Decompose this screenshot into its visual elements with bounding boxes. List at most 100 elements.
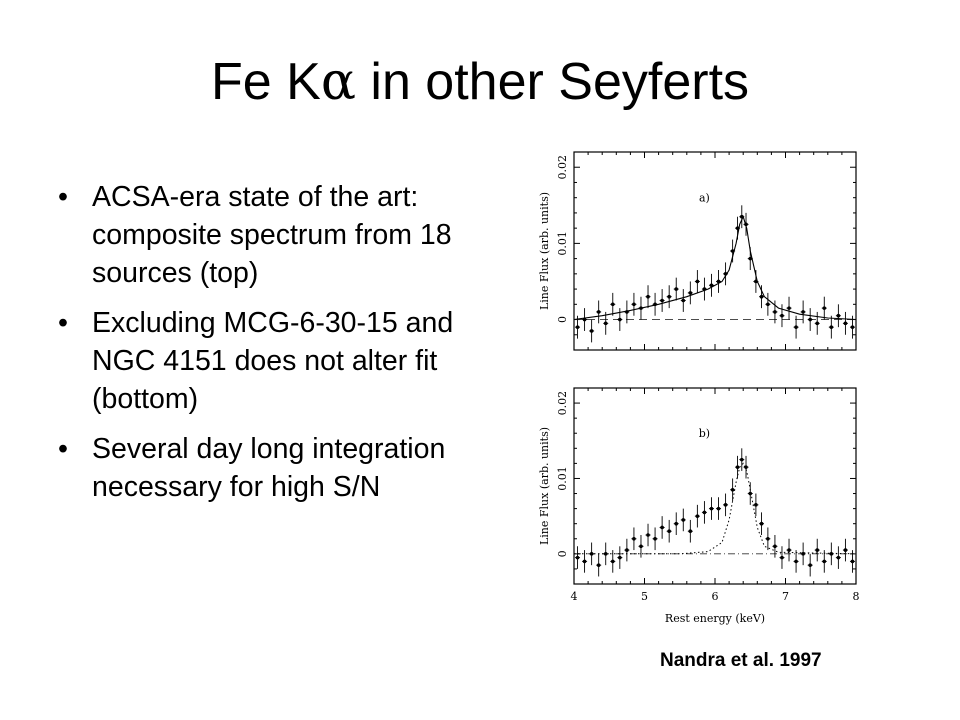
data-point bbox=[582, 317, 587, 322]
data-point bbox=[716, 279, 721, 284]
data-point bbox=[829, 552, 834, 556]
data-point bbox=[787, 548, 791, 552]
data-point bbox=[681, 518, 686, 522]
bullet-item: • ACSA-era state of the art: composite sp… bbox=[58, 178, 518, 292]
bullet-dot: • bbox=[58, 433, 68, 465]
x-tick-label: 4 bbox=[571, 590, 578, 603]
data-point bbox=[709, 283, 714, 288]
bullet-item: • Excluding MCG-6-30-15 and NGC 4151 does… bbox=[58, 304, 518, 418]
plot-frame bbox=[573, 387, 857, 585]
data-point bbox=[688, 291, 693, 295]
spectrum-figure: 0 0.01 0.02 Line Flux (arb. units) a) 0 0.01 0.… bbox=[520, 140, 880, 640]
data-point bbox=[836, 555, 841, 560]
y-tick-label: 0.02 bbox=[556, 155, 569, 180]
data-point bbox=[646, 294, 650, 299]
data-point bbox=[618, 555, 622, 560]
data-point bbox=[787, 306, 791, 310]
bullet-dot: • bbox=[58, 181, 68, 213]
data-point bbox=[766, 302, 770, 307]
data-point bbox=[730, 249, 735, 253]
x-tick-label: 7 bbox=[782, 590, 789, 603]
data-point bbox=[596, 563, 601, 567]
data-point bbox=[723, 272, 728, 276]
data-point bbox=[850, 559, 855, 564]
x-tick-label: 8 bbox=[853, 590, 860, 603]
data-point bbox=[610, 302, 615, 307]
y-tick-label: 0 bbox=[556, 316, 569, 323]
data-point bbox=[843, 321, 848, 326]
data-point bbox=[646, 533, 650, 537]
x-axis-label: Rest energy (keV) bbox=[665, 612, 765, 625]
data-point bbox=[653, 302, 657, 307]
data-point bbox=[739, 457, 744, 462]
citation: Nandra et al. 1997 bbox=[660, 650, 822, 671]
data-point bbox=[780, 555, 784, 560]
data-point bbox=[716, 506, 721, 511]
data-point bbox=[653, 536, 657, 541]
slide-title: Fe Kα in other Seyferts bbox=[0, 52, 960, 112]
data-point bbox=[766, 536, 770, 541]
data-point bbox=[744, 222, 748, 227]
data-point bbox=[836, 313, 841, 318]
data-point bbox=[808, 563, 812, 567]
data-point bbox=[589, 329, 594, 333]
panel-label: b) bbox=[699, 427, 710, 440]
data-point bbox=[773, 544, 777, 549]
panel-top: 0 0.01 0.02 Line Flux (arb. units) a) bbox=[538, 151, 857, 351]
y-tick-label: 0.01 bbox=[556, 231, 569, 256]
title-prefix: Fe K bbox=[210, 53, 321, 111]
data-point bbox=[843, 548, 848, 552]
panel-bottom: 0 0.01 0.02 Line Flux (arb. units) 4 5 6 7 8 Rest… bbox=[538, 387, 860, 625]
data-point bbox=[709, 506, 714, 511]
data-point bbox=[754, 279, 758, 284]
data-point bbox=[575, 325, 580, 329]
data-point bbox=[773, 310, 777, 314]
data-point bbox=[744, 465, 748, 469]
bullet-item: • Several day long integration necessary … bbox=[58, 430, 518, 506]
data-point bbox=[688, 529, 693, 534]
data-point bbox=[735, 226, 740, 230]
data-point bbox=[748, 491, 753, 496]
data-point bbox=[759, 521, 764, 526]
y-tick-label: 0 bbox=[556, 550, 569, 557]
plot-frame bbox=[573, 151, 857, 351]
data-point bbox=[625, 310, 629, 314]
y-tick-label: 0.02 bbox=[556, 391, 569, 416]
data-point bbox=[754, 503, 758, 507]
data-point bbox=[780, 313, 784, 318]
bullet-text: Several day long integration necessary f… bbox=[92, 433, 446, 503]
data-point bbox=[589, 552, 594, 556]
data-point bbox=[822, 559, 827, 564]
data-point bbox=[801, 552, 805, 556]
data-point bbox=[667, 529, 671, 534]
data-point bbox=[735, 465, 740, 469]
data-point bbox=[702, 510, 707, 515]
data-point bbox=[603, 321, 608, 326]
data-point bbox=[815, 548, 820, 552]
data-point bbox=[829, 325, 834, 329]
data-point bbox=[801, 310, 805, 314]
data-point bbox=[596, 310, 601, 314]
x-tick-label: 6 bbox=[712, 590, 719, 603]
data-point bbox=[674, 287, 679, 291]
data-point bbox=[625, 548, 629, 552]
y-axis-label: Line Flux (arb. units) bbox=[538, 427, 551, 545]
bullet-dot: • bbox=[58, 307, 68, 339]
x-tick-label: 5 bbox=[641, 590, 648, 603]
data-point bbox=[610, 559, 615, 564]
data-point bbox=[681, 298, 686, 303]
data-point bbox=[850, 325, 855, 329]
bullet-text: ACSA-era state of the art: composite spe… bbox=[92, 181, 452, 289]
bullet-text: Excluding MCG-6-30-15 and NGC 4151 does … bbox=[92, 307, 454, 415]
data-point bbox=[603, 552, 608, 556]
panel-label: a) bbox=[699, 192, 710, 205]
title-alpha-symbol: α bbox=[320, 52, 356, 112]
data-point bbox=[794, 325, 798, 329]
data-point bbox=[639, 544, 643, 549]
title-suffix: in other Seyferts bbox=[355, 53, 750, 111]
data-point bbox=[702, 287, 707, 291]
data-point bbox=[815, 321, 820, 326]
fit-curve bbox=[574, 462, 857, 555]
fit-curve bbox=[573, 215, 857, 321]
data-point bbox=[808, 317, 812, 322]
